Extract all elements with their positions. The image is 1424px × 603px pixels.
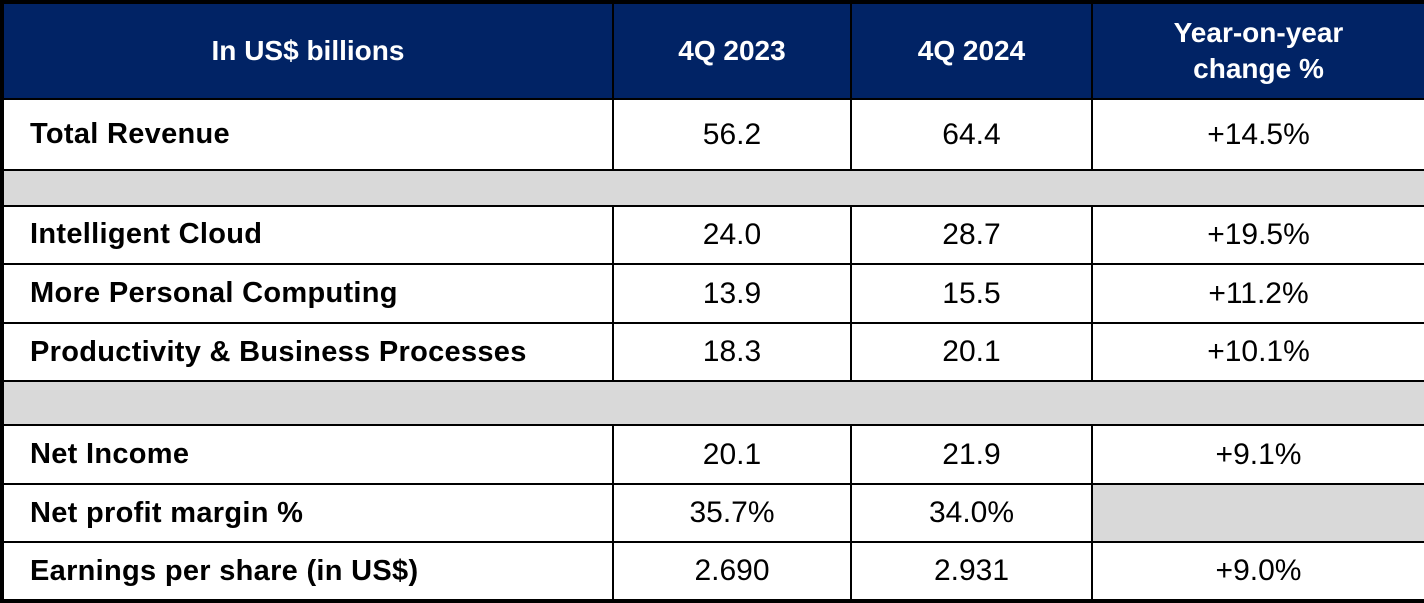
total-revenue-4q2024: 64.4 — [850, 97, 1093, 172]
intelligent-cloud-yoy: +19.5% — [1091, 204, 1424, 266]
productivity-yoy: +10.1% — [1091, 321, 1424, 383]
eps-yoy: +9.0% — [1091, 541, 1424, 602]
productivity-4q2023: 18.3 — [612, 321, 852, 383]
net-profit-margin-yoy-empty-cell — [1091, 482, 1424, 544]
more-personal-computing-label: More Personal Computing — [1, 263, 614, 324]
row-more-personal-computing: More Personal Computing 13.9 15.5 +11.2% — [1, 263, 1424, 324]
eps-label: Earnings per share (in US$) — [1, 541, 614, 602]
eps-4q2023: 2.690 — [612, 541, 852, 602]
spacer-band-2 — [1, 380, 1424, 427]
net-income-label: Net Income — [1, 424, 614, 485]
spacer-row-1 — [1, 169, 1424, 207]
intelligent-cloud-label: Intelligent Cloud — [1, 204, 614, 266]
total-revenue-label: Total Revenue — [1, 97, 614, 172]
header-row: In US$ billions 4Q 2023 4Q 2024 Year-on-… — [1, 1, 1424, 100]
net-profit-margin-4q2023: 35.7% — [612, 482, 852, 544]
header-cell-metric: In US$ billions — [1, 1, 614, 100]
more-personal-computing-4q2024: 15.5 — [850, 263, 1093, 324]
productivity-label: Productivity & Business Processes — [1, 321, 614, 383]
net-profit-margin-label: Net profit margin % — [1, 482, 614, 544]
total-revenue-yoy: +14.5% — [1091, 97, 1424, 172]
net-income-yoy: +9.1% — [1091, 424, 1424, 485]
row-net-profit-margin: Net profit margin % 35.7% 34.0% — [1, 482, 1424, 544]
row-earnings-per-share: Earnings per share (in US$) 2.690 2.931 … — [1, 541, 1424, 602]
row-net-income: Net Income 20.1 21.9 +9.1% — [1, 424, 1424, 485]
row-total-revenue: Total Revenue 56.2 64.4 +14.5% — [1, 97, 1424, 172]
header-yoy-text: Year-on-year change % — [1173, 16, 1344, 84]
spacer-row-2 — [1, 380, 1424, 427]
total-revenue-4q2023: 56.2 — [612, 97, 852, 172]
row-intelligent-cloud: Intelligent Cloud 24.0 28.7 +19.5% — [1, 204, 1424, 266]
net-profit-margin-4q2024: 34.0% — [850, 482, 1093, 544]
productivity-4q2024: 20.1 — [850, 321, 1093, 383]
header-cell-4q-2023: 4Q 2023 — [612, 1, 852, 100]
net-income-4q2023: 20.1 — [612, 424, 852, 485]
row-productivity-business-processes: Productivity & Business Processes 18.3 2… — [1, 321, 1424, 383]
header-cell-4q-2024: 4Q 2024 — [850, 1, 1093, 100]
net-income-4q2024: 21.9 — [850, 424, 1093, 485]
more-personal-computing-4q2023: 13.9 — [612, 263, 852, 324]
eps-4q2024: 2.931 — [850, 541, 1093, 602]
intelligent-cloud-4q2023: 24.0 — [612, 204, 852, 266]
intelligent-cloud-4q2024: 28.7 — [850, 204, 1093, 266]
more-personal-computing-yoy: +11.2% — [1091, 263, 1424, 324]
header-cell-yoy-change: Year-on-year change % — [1091, 1, 1424, 100]
spacer-band-1 — [1, 169, 1424, 207]
